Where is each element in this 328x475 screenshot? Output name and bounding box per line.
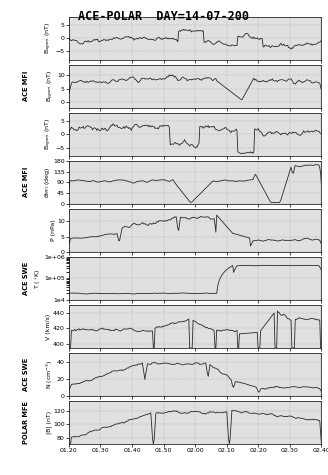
Y-axis label: B$_{xgsm}$ (nT): B$_{xgsm}$ (nT) xyxy=(44,22,54,54)
Y-axis label: N (cm$^{-3}$): N (cm$^{-3}$) xyxy=(45,360,55,389)
Text: ACE-POLAR  DAY=14-07-200: ACE-POLAR DAY=14-07-200 xyxy=(78,10,250,23)
Text: ACE MFI: ACE MFI xyxy=(23,167,29,198)
Y-axis label: V (km/s): V (km/s) xyxy=(47,314,51,340)
Text: POLAR MFE: POLAR MFE xyxy=(23,401,29,444)
Y-axis label: |B| (nT): |B| (nT) xyxy=(46,411,51,434)
Text: ACE MFI: ACE MFI xyxy=(23,71,29,101)
Y-axis label: B$_{zgsm}$ (nT): B$_{zgsm}$ (nT) xyxy=(44,118,54,150)
Text: 57: 57 xyxy=(233,210,241,216)
Y-axis label: P (nPa): P (nPa) xyxy=(51,219,55,241)
Text: ACE SWE: ACE SWE xyxy=(23,262,29,295)
Y-axis label: B$_{ygsm}$ (nT): B$_{ygsm}$ (nT) xyxy=(45,70,55,103)
Y-axis label: $\theta_{MFI}$ (deg): $\theta_{MFI}$ (deg) xyxy=(43,167,51,198)
Text: 57: 57 xyxy=(87,210,95,216)
Y-axis label: T ($^\circ$K): T ($^\circ$K) xyxy=(33,268,43,289)
Text: ACE SWE: ACE SWE xyxy=(23,358,29,391)
Text: 55: 55 xyxy=(124,210,132,216)
Text: 55: 55 xyxy=(176,210,184,216)
Text: 52: 52 xyxy=(148,210,155,216)
